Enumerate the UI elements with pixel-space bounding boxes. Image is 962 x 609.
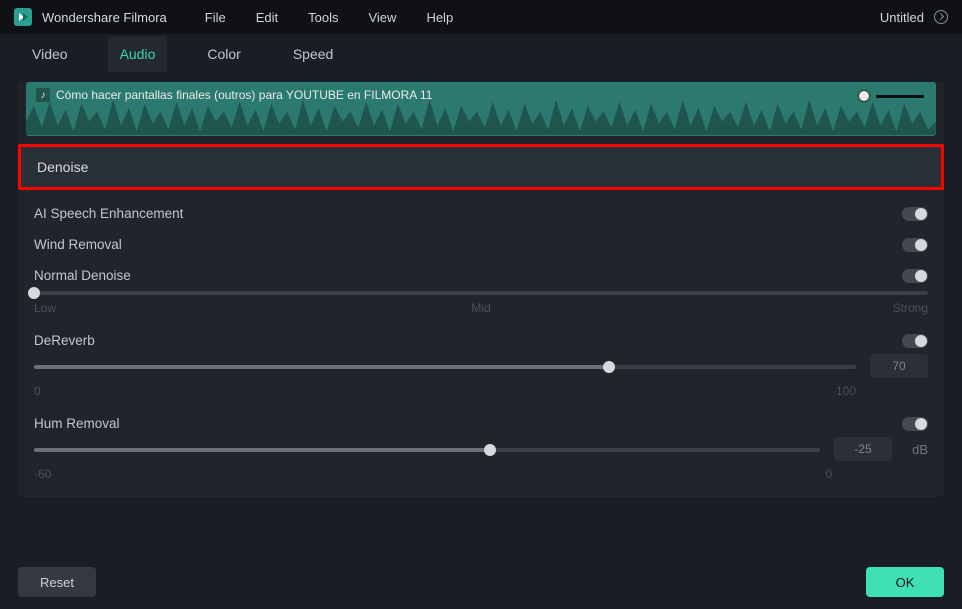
slider-dereverb[interactable] bbox=[34, 365, 856, 369]
menu-file[interactable]: File bbox=[205, 10, 226, 25]
tab-color[interactable]: Color bbox=[195, 36, 252, 72]
slider-hum-removal[interactable] bbox=[34, 448, 820, 452]
row-hum-removal: Hum Removal bbox=[26, 406, 936, 437]
slider-dereverb-min: 0 bbox=[34, 384, 41, 398]
slider-hum-removal-block: -25 dB bbox=[26, 437, 936, 465]
toggle-dereverb[interactable] bbox=[902, 334, 928, 348]
slider-normal-denoise[interactable] bbox=[34, 291, 928, 295]
label-ai-speech: AI Speech Enhancement bbox=[34, 206, 183, 221]
slider-normal-denoise-mid: Mid bbox=[471, 301, 490, 315]
label-normal-denoise: Normal Denoise bbox=[34, 268, 131, 283]
volume-bar[interactable] bbox=[876, 95, 924, 98]
slider-hum-removal-min: -60 bbox=[34, 467, 51, 481]
menu-view[interactable]: View bbox=[368, 10, 396, 25]
slider-normal-denoise-min: Low bbox=[34, 301, 56, 315]
row-dereverb: DeReverb bbox=[26, 323, 936, 354]
music-note-icon: ♪ bbox=[36, 88, 50, 102]
slider-normal-denoise-max: Strong bbox=[893, 301, 928, 315]
slider-hum-removal-max: 0 bbox=[825, 467, 832, 481]
value-hum-removal[interactable]: -25 bbox=[834, 437, 892, 461]
row-wind-removal: Wind Removal bbox=[26, 227, 936, 258]
tab-video[interactable]: Video bbox=[20, 36, 80, 72]
menu-help[interactable]: Help bbox=[426, 10, 453, 25]
row-normal-denoise: Normal Denoise bbox=[26, 258, 936, 289]
ok-button[interactable]: OK bbox=[866, 567, 944, 597]
slider-dereverb-block: 70 bbox=[26, 354, 936, 382]
reset-button[interactable]: Reset bbox=[18, 567, 96, 597]
title-bar: Wondershare Filmora File Edit Tools View… bbox=[0, 0, 962, 34]
slider-normal-denoise-block: Low Mid Strong bbox=[26, 291, 936, 323]
toggle-normal-denoise[interactable] bbox=[902, 269, 928, 283]
audio-clip[interactable]: ♪ Cómo hacer pantallas finales (outros) … bbox=[26, 82, 936, 136]
label-dereverb: DeReverb bbox=[34, 333, 95, 348]
label-hum-removal: Hum Removal bbox=[34, 416, 120, 431]
sync-icon[interactable] bbox=[934, 10, 948, 24]
unit-hum-removal: dB bbox=[912, 442, 928, 457]
tab-speed[interactable]: Speed bbox=[281, 36, 345, 72]
clip-title: Cómo hacer pantallas finales (outros) pa… bbox=[56, 88, 432, 102]
section-denoise-header[interactable]: Denoise bbox=[18, 144, 944, 190]
toggle-ai-speech[interactable] bbox=[902, 207, 928, 221]
audio-panel: ♪ Cómo hacer pantallas finales (outros) … bbox=[18, 82, 944, 497]
menu-tools[interactable]: Tools bbox=[308, 10, 338, 25]
label-wind-removal: Wind Removal bbox=[34, 237, 122, 252]
slider-dereverb-max: 100 bbox=[836, 384, 856, 398]
app-logo bbox=[14, 8, 32, 26]
property-tabs: Video Audio Color Speed bbox=[0, 34, 962, 74]
value-dereverb[interactable]: 70 bbox=[870, 354, 928, 378]
app-name: Wondershare Filmora bbox=[42, 10, 167, 25]
footer: Reset OK bbox=[18, 567, 944, 597]
menu-edit[interactable]: Edit bbox=[256, 10, 278, 25]
toggle-hum-removal[interactable] bbox=[902, 417, 928, 431]
row-ai-speech: AI Speech Enhancement bbox=[26, 196, 936, 227]
tab-audio[interactable]: Audio bbox=[108, 36, 168, 72]
toggle-wind-removal[interactable] bbox=[902, 238, 928, 252]
clip-volume-control[interactable] bbox=[858, 90, 924, 102]
volume-knob[interactable] bbox=[858, 90, 870, 102]
menu-bar: File Edit Tools View Help bbox=[205, 10, 453, 25]
document-title: Untitled bbox=[880, 10, 924, 25]
